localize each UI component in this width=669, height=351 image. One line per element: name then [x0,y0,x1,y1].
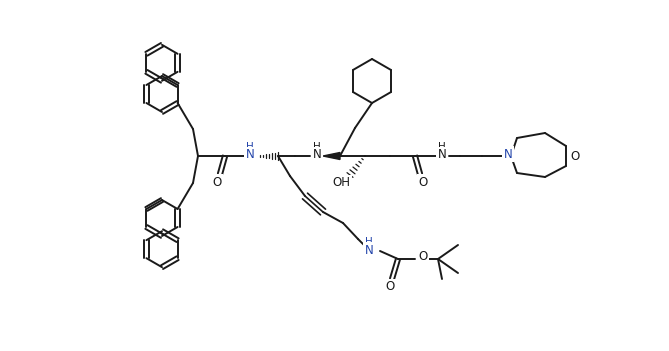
Text: O: O [385,280,395,293]
Text: O: O [212,176,221,188]
Text: H: H [246,142,254,152]
Text: O: O [418,251,427,264]
Text: N: N [312,148,321,161]
Text: O: O [571,150,579,163]
Text: O: O [418,176,427,188]
Text: H: H [313,142,321,152]
Text: N: N [504,147,512,160]
Text: OH: OH [332,177,350,190]
Text: H: H [438,142,446,152]
Text: N: N [438,148,446,161]
Text: N: N [365,244,373,257]
Text: N: N [246,148,254,161]
Text: H: H [365,237,373,247]
Polygon shape [323,152,340,159]
